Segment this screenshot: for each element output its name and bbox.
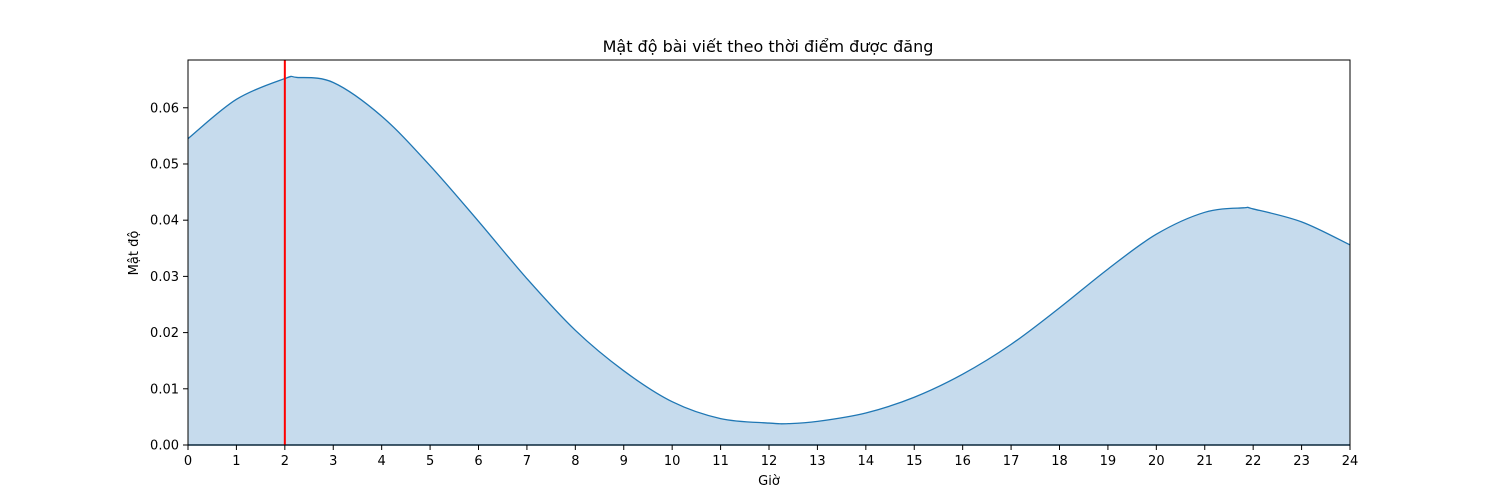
x-tick-label: 4 [378,454,386,469]
x-tick-label: 12 [761,454,778,469]
x-tick-label: 0 [184,454,192,469]
x-tick-label: 22 [1245,454,1262,469]
y-tick-label: 0.00 [150,439,179,454]
x-tick-label: 1 [232,454,240,469]
x-tick-label: 9 [620,454,628,469]
x-tick-label: 18 [1051,454,1068,469]
x-tick-label: 14 [858,454,875,469]
x-tick-label: 8 [571,454,579,469]
x-tick-label: 20 [1148,454,1165,469]
x-tick-label: 2 [281,454,289,469]
y-axis-label: Mật độ [127,231,142,276]
y-tick-label: 0.02 [150,326,179,341]
density-area-fill [188,76,1350,445]
density-curve [187,75,1351,425]
plot-area: 0 1 2 3 4 5 6 7 8 9 10 11 12 13 14 15 16 17 18 19 20 21 22 23 24… [150,59,1359,469]
x-tick-label: 16 [954,454,971,469]
x-tick-label: 17 [1003,454,1020,469]
y-tick-label: 0.03 [150,270,179,285]
x-tick-label: 23 [1293,454,1310,469]
chart-title: Mật độ bài viết theo thời điểm được đăng [603,37,934,56]
x-tick-label: 21 [1196,454,1213,469]
x-tick-label: 11 [712,454,729,469]
y-tick-label: 0.06 [150,101,179,116]
x-tick-label: 6 [474,454,482,469]
x-axis-label: Giờ [758,474,780,489]
x-tick-label: 3 [329,454,337,469]
x-tick-label: 24 [1342,454,1359,469]
x-tick-label: 13 [809,454,826,469]
y-tick-label: 0.04 [150,214,179,229]
x-tick-label: 10 [664,454,681,469]
y-tick-label: 0.01 [150,382,179,397]
x-tick-label: 7 [523,454,531,469]
x-tick-label: 15 [906,454,923,469]
y-tick-label: 0.05 [150,157,179,172]
x-tick-label: 19 [1100,454,1117,469]
x-tick-label: 5 [426,454,434,469]
